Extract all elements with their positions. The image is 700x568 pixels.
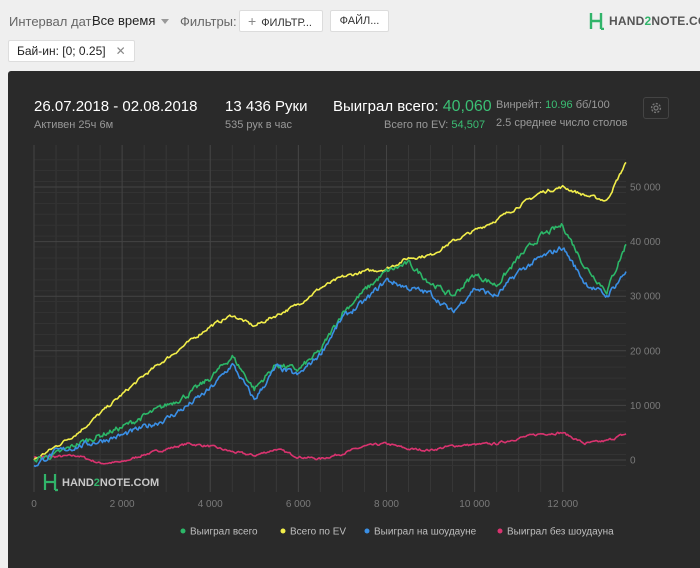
x-tick-label: 4 000 bbox=[198, 499, 223, 510]
won-total-value: 40,060 bbox=[442, 98, 492, 115]
x-axis-ticks: 0 2 000 4 000 6 000 8 000 10 000 12 000 bbox=[31, 499, 578, 510]
hand2note-logo: HAND2NOTE.COM bbox=[589, 10, 700, 32]
legend-label: Всего по EV bbox=[290, 527, 346, 538]
add-filter-label: ФИЛЬТР... bbox=[261, 17, 312, 29]
date-interval-value: Все время bbox=[92, 13, 156, 28]
settings-button[interactable] bbox=[643, 97, 669, 119]
chart-series bbox=[33, 161, 627, 468]
hand2note-logo-icon bbox=[589, 13, 604, 30]
y-tick-label: 50 000 bbox=[630, 183, 661, 194]
legend-dot bbox=[364, 528, 370, 534]
chevron-down-icon bbox=[161, 19, 170, 25]
legend-item-ev[interactable]: Всего по EV bbox=[280, 527, 347, 538]
series-line-won bbox=[33, 223, 627, 463]
buyin-filter-chip[interactable]: Бай-ин: [0; 0.25] ✕ bbox=[8, 40, 135, 62]
tables-average: 2.5 среднее число столов bbox=[496, 117, 628, 129]
ev-total-label: Всего по EV: bbox=[384, 119, 449, 131]
winrate-value: 10.96 bbox=[545, 99, 573, 111]
active-time: Активен 25ч 6м bbox=[34, 119, 114, 131]
y-axis-ticks: 0 10 000 20 000 30 000 40 000 50 000 bbox=[630, 183, 661, 467]
won-total-label: Выиграл всего: bbox=[333, 98, 439, 115]
legend-item-showdown[interactable]: Выиграл на шоудауне bbox=[364, 527, 477, 538]
y-tick-label: 30 000 bbox=[630, 292, 661, 303]
date-range: 26.07.2018 - 02.08.2018 bbox=[34, 98, 198, 115]
legend-dot bbox=[280, 528, 286, 534]
toolbar: Интервал дат: Все время Фильтры: + ФИЛЬТР… bbox=[0, 0, 700, 40]
y-tick-label: 0 bbox=[630, 456, 636, 467]
x-tick-label: 12 000 bbox=[547, 499, 578, 510]
graph-panel bbox=[8, 71, 700, 568]
x-tick-label: 10 000 bbox=[459, 499, 490, 510]
x-tick-label: 8 000 bbox=[374, 499, 399, 510]
x-tick-label: 2 000 bbox=[110, 499, 135, 510]
y-tick-label: 40 000 bbox=[630, 237, 661, 248]
date-interval-select[interactable]: Все время bbox=[92, 13, 170, 28]
legend-label: Выиграл без шоудауна bbox=[507, 526, 614, 538]
x-tick-label: 0 bbox=[31, 499, 37, 510]
legend-dot bbox=[497, 528, 503, 534]
gear-icon bbox=[650, 102, 662, 114]
legend-label: Выиграл на шоудауне bbox=[374, 527, 477, 538]
legend-label: Выиграл всего bbox=[190, 527, 258, 538]
buyin-filter-label: Бай-ин: [0; 0.25] bbox=[17, 44, 106, 58]
y-tick-label: 20 000 bbox=[630, 346, 661, 357]
chart-legend: Выиграл всего Всего по EV Выиграл на шоуда… bbox=[180, 526, 615, 538]
series-line-nonshowdown bbox=[33, 431, 627, 465]
watermark-text: HAND2NOTE.COM bbox=[62, 477, 159, 489]
hands-count: 13 436 Руки bbox=[225, 98, 308, 115]
legend-dot bbox=[180, 528, 186, 534]
chart-grid bbox=[33, 145, 626, 492]
series-line-ev bbox=[33, 161, 627, 461]
legend-item-won[interactable]: Выиграл всего bbox=[180, 527, 259, 538]
date-interval-label: Интервал дат: bbox=[9, 14, 96, 29]
close-icon[interactable]: ✕ bbox=[115, 44, 126, 58]
x-tick-label: 6 000 bbox=[286, 499, 311, 510]
hands-per-hour: 535 рук в час bbox=[225, 119, 293, 131]
series-line-showdown bbox=[33, 246, 627, 468]
winrate-unit: бб/100 bbox=[575, 99, 610, 111]
file-button-label: ФАЙЛ... bbox=[339, 15, 380, 27]
winrate: Винрейт: 10.96 бб/100 bbox=[496, 99, 610, 111]
winrate-label: Винрейт: bbox=[496, 99, 543, 111]
won-total: Выиграл всего: 40,060 bbox=[333, 98, 492, 116]
add-filter-button[interactable]: + ФИЛЬТР... bbox=[239, 10, 323, 32]
legend-item-nonshowdown[interactable]: Выиграл без шоудауна bbox=[497, 526, 615, 538]
ev-total: Всего по EV: 54,507 bbox=[384, 119, 485, 131]
chart-watermark: HAND2NOTE.COM bbox=[43, 474, 159, 492]
y-tick-label: 10 000 bbox=[630, 401, 661, 412]
logo-text: HAND2NOTE.COM bbox=[609, 14, 700, 28]
filters-label: Фильтры: bbox=[180, 14, 237, 29]
plus-icon: + bbox=[248, 13, 257, 29]
file-button[interactable]: ФАЙЛ... bbox=[330, 10, 389, 32]
ev-total-value: 54,507 bbox=[451, 119, 486, 131]
watermark-logo-icon bbox=[43, 474, 58, 492]
